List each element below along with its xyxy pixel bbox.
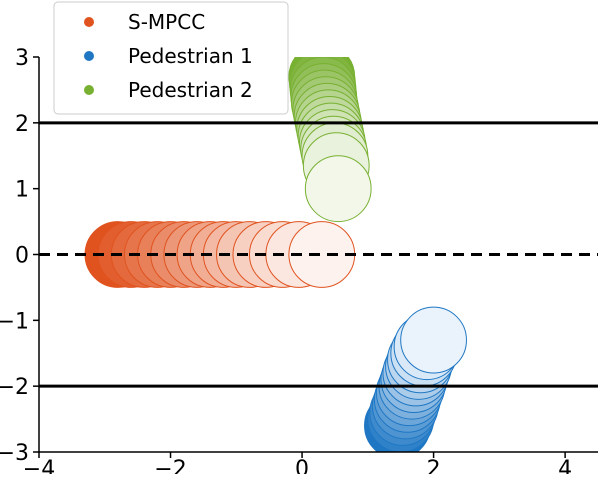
x-tick-label: 4	[558, 457, 572, 474]
x-tick-label: −4	[23, 457, 55, 474]
x-tick-label: 2	[427, 457, 441, 474]
y-tick-label: 1	[15, 178, 29, 203]
y-tick-label: −2	[0, 375, 29, 400]
plot-area	[84, 57, 467, 452]
y-tick-label: 2	[15, 112, 29, 137]
legend-frame	[53, 1, 289, 115]
legend-marker	[84, 51, 94, 61]
y-tick-label: 0	[15, 244, 29, 269]
data-point	[304, 155, 372, 223]
legend-label: S-MPCC	[128, 10, 205, 34]
legend: S-MPCC Pedestrian 1 Pedestrian 2	[53, 1, 289, 115]
y-tick-label: −1	[0, 309, 29, 334]
x-tick-label: −2	[154, 457, 186, 474]
y-tick-label: 3	[15, 46, 29, 71]
legend-label: Pedestrian 2	[128, 78, 253, 102]
series-pedestrian-1	[364, 306, 467, 452]
series-s-mpcc	[84, 221, 356, 288]
legend-marker	[84, 85, 94, 95]
legend-marker	[84, 17, 94, 27]
lane-lines	[39, 121, 598, 388]
y-tick-label: −3	[0, 441, 29, 466]
data-point	[400, 306, 467, 374]
legend-label: Pedestrian 1	[128, 44, 253, 68]
x-tick-label: 0	[295, 457, 309, 474]
series-pedestrian-2	[288, 57, 372, 223]
